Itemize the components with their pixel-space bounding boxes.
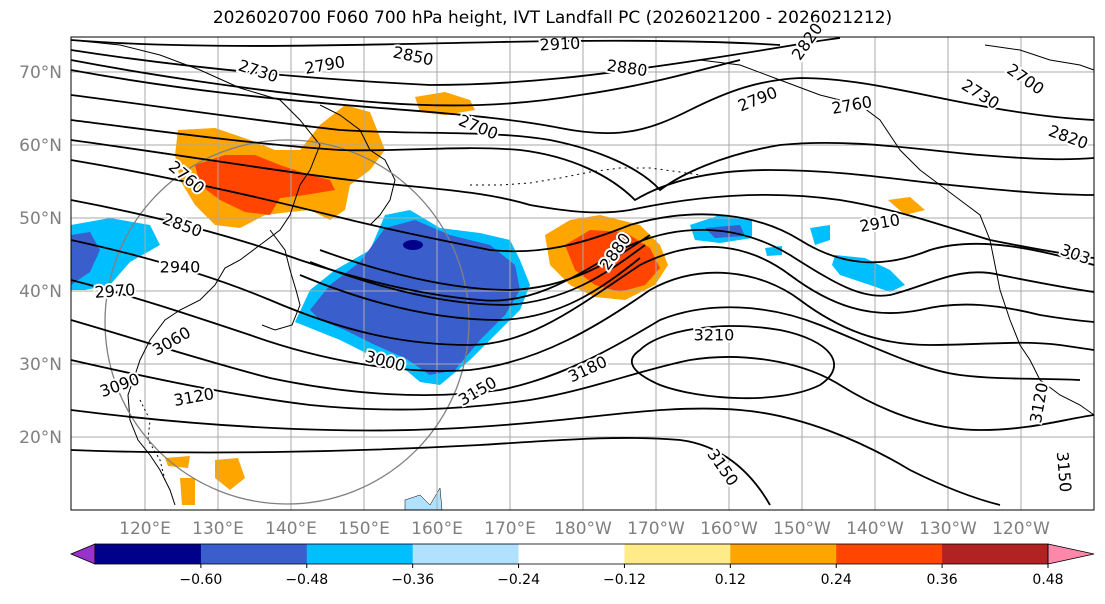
colorbar-tick-label: −0.36 — [391, 572, 434, 588]
aleutian-chain — [470, 167, 701, 186]
colorbar-frame — [94, 543, 1049, 565]
negative-anomaly-core — [310, 220, 520, 375]
lat-label: 50°N — [19, 209, 62, 229]
positive-anomaly-core-north — [195, 155, 335, 215]
contour-line — [70, 159, 1095, 266]
contour-line — [70, 437, 771, 506]
contour-line — [70, 139, 1095, 259]
contour-line — [70, 39, 781, 47]
colorbar-segment — [942, 544, 1049, 564]
contour-label: 2850 — [391, 42, 435, 69]
graticule — [71, 37, 1094, 510]
lon-label: 150°W — [773, 519, 831, 539]
lat-label: 60°N — [19, 136, 62, 156]
east-negative-patch-3 — [810, 225, 830, 245]
colorbar-tick-label: 0.48 — [1032, 572, 1063, 588]
west-negative-region — [71, 218, 160, 290]
lat-label: 20°N — [19, 428, 62, 448]
colorbar-segment — [306, 544, 414, 564]
kamchatka-coast — [319, 104, 396, 226]
lon-label: 160°W — [700, 519, 758, 539]
lon-label: 160°E — [411, 519, 463, 539]
map-title: 2026020700 F060 700 hPa height, IVT Land… — [212, 8, 893, 28]
positive-patch-south-3 — [180, 478, 195, 505]
contour-line — [70, 306, 1081, 396]
lat-label: 30°N — [19, 355, 62, 375]
contour-line — [70, 119, 1095, 202]
height-contours — [70, 37, 1095, 506]
contour-label: 2970 — [94, 280, 136, 302]
lat-label: 70°N — [19, 63, 62, 83]
lon-label: 130°E — [192, 519, 244, 539]
colorbar-segment — [518, 544, 625, 564]
contour-label: 2940 — [160, 258, 201, 277]
positive-anomaly-core-central — [565, 230, 660, 292]
lon-label: 170°E — [484, 519, 536, 539]
colorbar-tick-label: −0.48 — [285, 572, 328, 588]
negative-anomaly-center — [403, 240, 423, 250]
lon-label: 170°W — [627, 519, 685, 539]
colorbar: −0.60 −0.48 −0.36 −0.24 −0.12 0.12 0.24 0.36 0.4… — [69, 543, 1095, 588]
range-circle — [104, 139, 470, 505]
longitude-labels: 120°E 130°E 140°E 150°E 160°E 170°E 180°W 170°W… — [119, 519, 1050, 539]
contour-line — [70, 356, 1095, 431]
contour-label: 2910 — [539, 33, 581, 54]
north-america-coast — [984, 44, 1095, 71]
lon-label: 140°W — [846, 519, 904, 539]
contour-line — [309, 244, 646, 306]
lon-label: 150°E — [338, 519, 390, 539]
contour-label: 3210 — [694, 326, 735, 345]
contour-line — [70, 94, 1095, 192]
colorbar-segment — [200, 544, 308, 564]
colorbar-tick-label: −0.12 — [603, 572, 646, 588]
lon-label: 120°E — [119, 519, 171, 539]
alaska-coast — [699, 59, 1095, 416]
contour-line — [70, 37, 841, 86]
latitude-labels: 70°N 60°N 50°N 40°N 30°N 20°N — [19, 63, 62, 448]
contour-line — [70, 69, 1095, 135]
lon-label: 120°W — [992, 519, 1050, 539]
east-negative-patch-2 — [832, 255, 905, 292]
colorbar-tick-label: 0.12 — [715, 572, 746, 588]
contour-label: 3150 — [1053, 451, 1075, 493]
colorbar-extend-min — [69, 543, 96, 565]
lon-label: 180°W — [554, 519, 612, 539]
colorbar-extend-max — [1047, 543, 1095, 565]
contour-line — [319, 234, 651, 291]
positive-patch-south-1 — [215, 458, 245, 490]
contour-line — [70, 407, 1001, 506]
lon-label: 140°E — [265, 519, 317, 539]
contour-line — [299, 257, 641, 321]
contour-line — [70, 59, 741, 107]
colorbar-segment — [95, 544, 202, 564]
colorbar-segment — [624, 544, 731, 564]
lat-label: 40°N — [19, 282, 62, 302]
colorbar-segment — [412, 544, 520, 564]
colorbar-tick-label: 0.24 — [821, 572, 852, 588]
positive-patch-south-2 — [165, 456, 190, 468]
contour-line — [70, 271, 1095, 372]
colorbar-segment — [730, 544, 837, 564]
lon-label: 130°W — [919, 519, 977, 539]
colorbar-tick-label: 0.36 — [927, 572, 958, 588]
positive-anomaly-north-patch — [415, 92, 475, 115]
contour-line — [70, 239, 1095, 346]
colorbar-tick-label: −0.60 — [179, 572, 222, 588]
japan-coast — [261, 229, 301, 331]
colorbar-tick-label: −0.24 — [497, 572, 540, 588]
contour-line — [630, 325, 835, 400]
map-border — [70, 36, 1095, 511]
colorbar-segment — [836, 544, 943, 564]
positive-patch-east — [888, 197, 925, 215]
